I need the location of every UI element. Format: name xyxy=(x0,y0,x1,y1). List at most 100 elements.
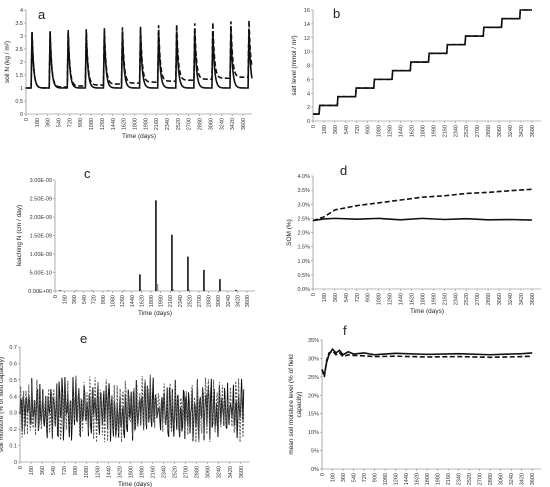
x-tick-label: 1980 xyxy=(436,473,442,485)
x-tick-label: 2880 xyxy=(486,293,492,305)
x-tick-label: 1080 xyxy=(377,293,383,305)
x-tick-label: 1440 xyxy=(399,293,405,305)
y-tick-label: 0.6 xyxy=(9,361,17,367)
x-tick-label: 1980 xyxy=(139,466,145,478)
x-tick-label: 540 xyxy=(82,295,88,304)
x-tick-label: 1980 xyxy=(143,118,149,130)
y-tick-label: 0 xyxy=(14,460,17,466)
x-tick-label: 2160 xyxy=(442,293,448,305)
x-tick-label: 1980 xyxy=(431,293,437,305)
series-line-dashed xyxy=(19,374,245,443)
y-tick-label: 10 xyxy=(304,50,310,56)
panel-e: e 0 0.1 0.2 0.3 0.4 0.5 0.6 0.7 0 180 360 540 720 900 1… xyxy=(0,331,250,487)
x-tick-label: 900 xyxy=(373,473,379,482)
x-tick-label: 900 xyxy=(366,293,372,302)
x-tick-label: 2700 xyxy=(475,125,481,137)
x-tick-label: 3060 xyxy=(499,473,505,485)
x-tick-label: 360 xyxy=(40,466,46,475)
x-tick-label: 3240 xyxy=(219,118,225,130)
x-tick-label: 180 xyxy=(322,125,328,134)
x-tick-label: 2700 xyxy=(475,293,481,305)
y-tick-label: 14 xyxy=(304,22,310,28)
bar xyxy=(235,289,237,291)
y-tick-label: 5% xyxy=(311,449,319,455)
y-tick-label: 10% xyxy=(308,430,319,436)
x-tick-label: 2520 xyxy=(464,293,470,305)
panel-letter: a xyxy=(38,7,46,22)
x-tick-label: 3240 xyxy=(508,125,514,137)
y-tick-label: 0.1 xyxy=(9,444,17,450)
x-tick-label: 2880 xyxy=(198,118,204,130)
x-tick-label: 1440 xyxy=(130,295,136,307)
x-tick-label: 1620 xyxy=(415,473,421,485)
x-tick-label: 720 xyxy=(67,118,73,127)
y-tick-label: 4 xyxy=(307,91,310,97)
bar xyxy=(59,290,61,291)
x-tick-label: 1260 xyxy=(388,293,394,305)
bar xyxy=(188,289,191,291)
x-tick-label: 540 xyxy=(344,293,350,302)
x-tick-label: 1080 xyxy=(377,125,383,137)
x-tick-label: 720 xyxy=(355,125,361,134)
y-tick-label: 15% xyxy=(308,412,319,418)
y-tick-label: 0 xyxy=(307,119,310,125)
y-tick-label: 1.5 xyxy=(15,73,23,79)
series-line-dashed xyxy=(26,20,253,89)
series-line-solid xyxy=(312,217,532,222)
panel-a: a 0 0.5 1 1.5 2 2.5 3 3.5 4 0 180 360 540 720 900 1080 12… xyxy=(4,7,253,140)
x-tick-label: 900 xyxy=(73,466,79,475)
x-tick-label: 2520 xyxy=(173,466,179,478)
y-axis-label: leaching N (cm / day) xyxy=(16,205,23,266)
bar xyxy=(203,269,205,291)
x-tick-label: 1800 xyxy=(425,473,431,485)
y-tick-label: 0.5 xyxy=(9,378,17,384)
x-tick-label: 0 xyxy=(320,473,326,476)
x-tick-label: 1440 xyxy=(111,118,117,130)
x-tick-label: 3060 xyxy=(208,118,214,130)
y-tick-label: 3.5% xyxy=(297,188,310,194)
x-axis-label: Time (days) xyxy=(138,310,172,317)
x-tick-label: 3420 xyxy=(519,125,525,137)
y-tick-label: 1 xyxy=(20,86,23,92)
x-tick-label: 900 xyxy=(101,295,107,304)
x-tick-label: 1080 xyxy=(89,118,95,130)
y-tick-label: 0.2 xyxy=(9,427,17,433)
bar xyxy=(172,289,175,291)
x-tick-label: 2160 xyxy=(150,466,156,478)
x-tick-label: 1620 xyxy=(409,125,415,137)
y-tick-label: 1.50E-09 xyxy=(30,234,52,240)
x-tick-label: 360 xyxy=(333,293,339,302)
x-axis-label: Time (days) xyxy=(410,308,444,315)
bar xyxy=(139,274,141,291)
y-tick-label: 2.00E-09 xyxy=(30,215,52,221)
x-tick-label: 3240 xyxy=(217,466,223,478)
bar xyxy=(187,256,189,291)
x-tick-label: 1080 xyxy=(84,466,90,478)
x-tick-label: 1440 xyxy=(106,466,112,478)
x-tick-label: 540 xyxy=(57,118,63,127)
x-tick-label: 1980 xyxy=(431,125,437,137)
y-tick-label: 1.0% xyxy=(297,259,310,265)
x-tick-label: 1620 xyxy=(139,295,145,307)
x-tick-label: 360 xyxy=(333,125,339,134)
y-tick-label: 16 xyxy=(304,8,310,14)
y-tick-label: 12 xyxy=(304,36,310,42)
x-tick-label: 2520 xyxy=(467,473,473,485)
x-tick-label: 2520 xyxy=(187,295,193,307)
x-tick-label: 0 xyxy=(24,118,30,121)
y-tick-label: 0% xyxy=(311,467,319,473)
x-tick-label: 720 xyxy=(62,466,68,475)
x-tick-label: 1620 xyxy=(409,293,415,305)
x-tick-label: 3600 xyxy=(530,473,536,485)
y-tick-label: 25% xyxy=(308,375,319,381)
x-tick-label: 1260 xyxy=(100,118,106,130)
y-axis-label: salt level (mmol / m²) xyxy=(291,35,298,95)
x-tick-label: 2880 xyxy=(207,295,213,307)
panel-letter: f xyxy=(343,323,347,338)
y-tick-label: 0.5% xyxy=(297,273,310,279)
x-tick-label: 2700 xyxy=(478,473,484,485)
x-tick-label: 2880 xyxy=(488,473,494,485)
y-tick-label: 1.5% xyxy=(297,245,310,251)
x-tick-label: 180 xyxy=(331,473,337,482)
